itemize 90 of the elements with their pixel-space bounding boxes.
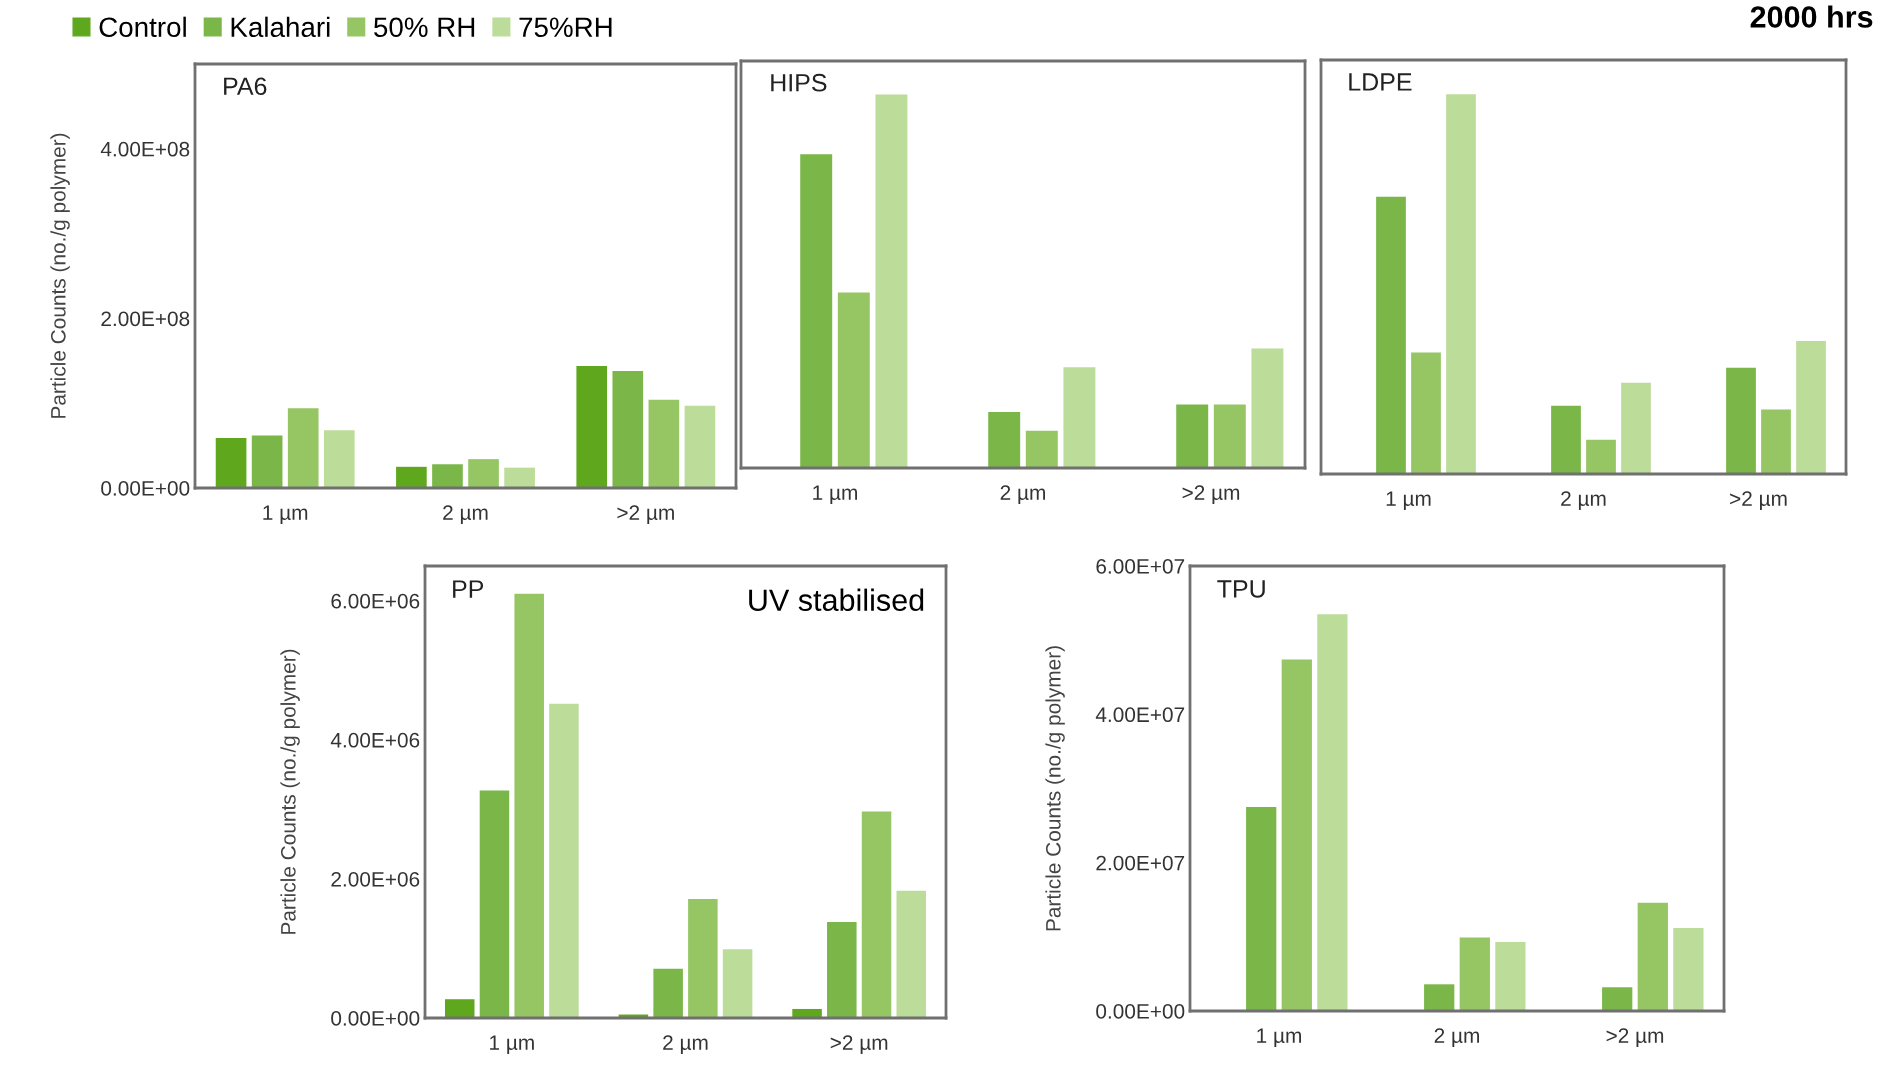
bar: [1796, 341, 1826, 474]
bar: [1586, 439, 1616, 474]
y-tick-label: 6.00E+07: [1096, 559, 1185, 574]
bar: [1424, 984, 1455, 1011]
x-tick-label: 2 µm: [1434, 1028, 1479, 1048]
bar: [1726, 367, 1756, 474]
bar: [875, 94, 908, 468]
x-tick-label: 2 µm: [1561, 491, 1606, 511]
y-tick-label: 6.00E+06: [331, 593, 420, 609]
x-tick-label: 1 µm: [490, 1035, 534, 1055]
legend-label: 75%RH: [519, 17, 612, 38]
bar: [479, 790, 510, 1018]
bar: [468, 459, 499, 488]
bar: [722, 949, 753, 1018]
x-tick-label: >2 µm: [1182, 485, 1240, 505]
x-tick-label: >2 µm: [1730, 491, 1787, 511]
bar: [1621, 382, 1651, 474]
bar: [287, 408, 319, 488]
bar: [1673, 927, 1704, 1011]
bar: [1213, 404, 1246, 468]
bar: [1176, 404, 1209, 468]
bar: [432, 464, 463, 488]
bar: [1446, 94, 1476, 474]
y-tick-label: 2.00E+07: [1096, 855, 1185, 871]
x-tick-label: >2 µm: [830, 1035, 888, 1055]
bar: [896, 890, 927, 1018]
bar: [653, 968, 683, 1018]
bar: [861, 811, 892, 1018]
bar: [1551, 405, 1581, 474]
x-tick-label: >2 µm: [617, 505, 674, 525]
text: 2000 hrs: [1750, 5, 1873, 28]
bar: [1459, 937, 1490, 1011]
y-tick-label: 2.00E+06: [331, 871, 420, 887]
bar: [648, 399, 680, 488]
bar: [1246, 807, 1277, 1011]
bar: [1063, 367, 1096, 468]
bar: [1376, 196, 1406, 474]
y-axis-title: Particle Counts (no./g polymer): [1045, 646, 1065, 931]
bar: [688, 899, 718, 1018]
bar: [444, 999, 475, 1018]
chart-title: HIPS: [771, 73, 827, 92]
y-tick-label: 4.00E+06: [330, 732, 420, 748]
bar: [396, 466, 427, 488]
x-tick-label: 1 µm: [263, 505, 308, 525]
bar: [514, 593, 544, 1018]
bar: [612, 370, 644, 488]
y-tick-label: 0.00E+00: [331, 1011, 420, 1026]
bar: [1761, 409, 1791, 474]
bar: [323, 430, 355, 488]
legend-label: Control: [99, 16, 186, 38]
bar: [792, 1008, 822, 1018]
bar: [800, 154, 833, 468]
y-tick-label: 2.00E+08: [101, 311, 190, 327]
bar: [576, 365, 608, 488]
bar: [1411, 352, 1441, 474]
y-tick-label: 0.00E+00: [1096, 1004, 1185, 1019]
bar: [988, 411, 1021, 468]
bar: [1251, 348, 1284, 468]
bar: [215, 437, 247, 488]
bar: [1637, 902, 1668, 1011]
bar: [827, 922, 857, 1018]
x-tick-label: 2 µm: [663, 1035, 708, 1055]
x-tick-label: 1 µm: [1386, 491, 1431, 511]
legend-label: 50% RH: [374, 17, 475, 38]
bar: [684, 405, 716, 488]
y-tick-label: 4.00E+08: [100, 141, 190, 157]
y-tick-label: 4.00E+07: [1095, 707, 1185, 723]
x-tick-label: 2 µm: [443, 505, 488, 525]
chart-title: TPU: [1217, 580, 1265, 598]
x-tick-label: >2 µm: [1606, 1028, 1664, 1048]
bar: [837, 292, 870, 468]
x-tick-label: 2 µm: [1000, 485, 1045, 505]
y-tick-label: 0.00E+00: [101, 481, 190, 496]
x-tick-label: 1 µm: [1257, 1028, 1301, 1048]
chart-title: PP: [453, 580, 484, 598]
bar: [1317, 614, 1348, 1011]
legend-label: Kalahari: [231, 16, 330, 38]
annotation: UV stabilised: [749, 588, 924, 612]
bar: [1025, 430, 1058, 468]
y-axis-title: Particle Counts (no./g polymer): [50, 133, 70, 418]
bar: [1495, 942, 1526, 1011]
bar: [1602, 987, 1633, 1011]
chart-title: PA6: [224, 77, 267, 96]
bar: [504, 467, 535, 488]
y-axis-title: Particle Counts (no./g polymer): [280, 649, 300, 934]
chart-title: LDPE: [1349, 73, 1412, 91]
bar: [251, 435, 283, 488]
bar: [1281, 659, 1312, 1011]
bar: [549, 703, 579, 1018]
x-tick-label: 1 µm: [813, 485, 857, 505]
